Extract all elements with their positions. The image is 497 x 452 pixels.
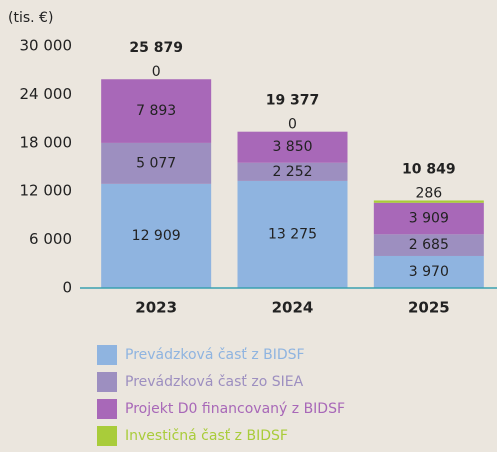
total-label: 25 879 <box>129 40 183 56</box>
legend-label: Investičná časť z BIDSF <box>125 428 288 444</box>
value-label: 0 <box>288 117 297 133</box>
bar-segment <box>373 202 484 235</box>
value-label: 2 685 <box>409 237 449 253</box>
legend-swatch <box>97 345 117 365</box>
legend-swatch <box>97 426 117 446</box>
y-tick-label: 30 000 <box>20 37 73 55</box>
y-tick-label: 24 000 <box>20 85 73 103</box>
total-label: 19 377 <box>266 93 320 109</box>
value-label: 3 970 <box>409 264 449 280</box>
value-label: 2 252 <box>272 164 312 180</box>
legend-label: Prevádzková časť zo SIEA <box>125 374 304 390</box>
value-label: 3 850 <box>272 139 312 155</box>
axis-label: (tis. €) <box>8 10 53 26</box>
bar-segment <box>101 142 212 184</box>
x-tick-label: 2024 <box>272 299 314 317</box>
bar-segment <box>373 234 484 256</box>
value-label: 286 <box>415 185 442 201</box>
value-label: 12 909 <box>132 228 181 244</box>
total-label: 10 849 <box>402 161 456 177</box>
bar-segment <box>101 183 212 288</box>
bar-segment <box>237 180 348 288</box>
legend-label: Prevádzková časť z BIDSF <box>125 347 305 363</box>
y-tick-label: 18 000 <box>20 133 73 151</box>
bar-segment <box>373 255 484 288</box>
value-label: 0 <box>152 64 161 80</box>
legend-swatch <box>97 399 117 419</box>
bar-segment <box>101 79 212 143</box>
bar-segment <box>237 131 348 163</box>
bar-segment <box>237 162 348 181</box>
x-tick-label: 2023 <box>135 299 177 317</box>
x-tick-label: 2025 <box>408 299 450 317</box>
legend-swatch <box>97 372 117 392</box>
y-tick-label: 0 <box>62 279 72 297</box>
y-tick-label: 12 000 <box>20 182 73 200</box>
value-label: 3 909 <box>409 211 449 227</box>
value-label: 7 893 <box>136 103 176 119</box>
legend-label: Projekt D0 financovaný z BIDSF <box>125 401 345 417</box>
y-tick-label: 6 000 <box>29 230 72 248</box>
bar-segment <box>373 200 484 203</box>
value-label: 13 275 <box>268 226 317 242</box>
value-label: 5 077 <box>136 155 176 171</box>
